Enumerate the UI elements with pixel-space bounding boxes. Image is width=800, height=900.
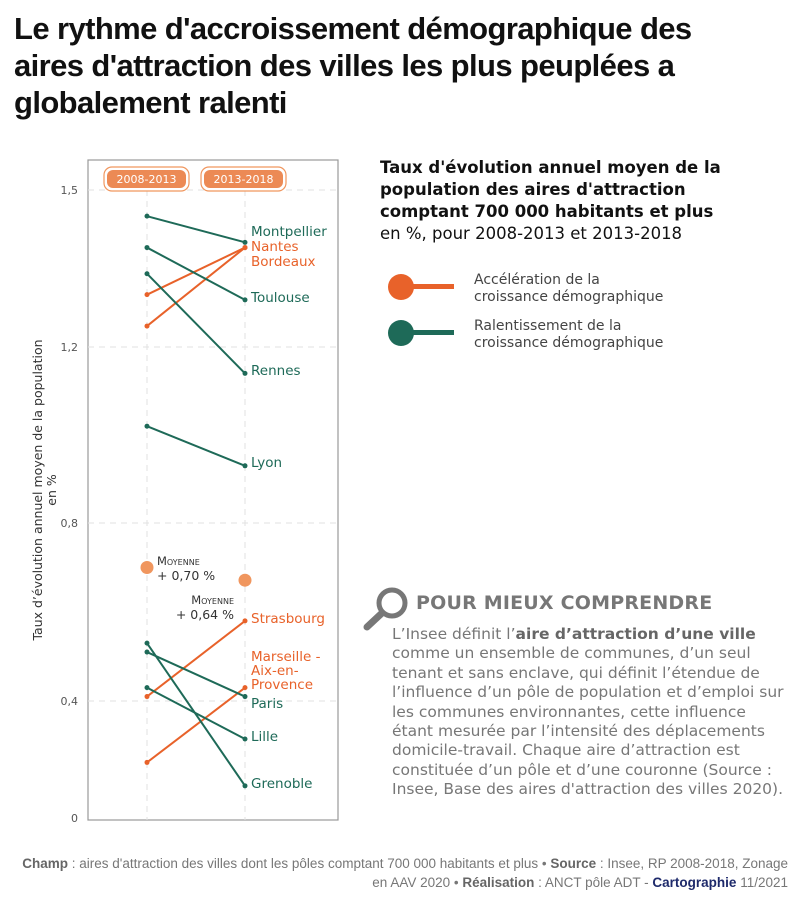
series-label: Nantes xyxy=(251,239,299,255)
page-title: Le rythme d'accroissement démographique … xyxy=(14,10,692,121)
y-axis-label-line: Taux d’évolution annuel moyen de la popu… xyxy=(30,339,45,641)
data-point xyxy=(144,694,150,700)
data-point xyxy=(242,463,248,469)
source-text: : Insee, RP 2008-2018, Zonage en AAV 202… xyxy=(372,856,788,890)
source-label: Source xyxy=(550,856,597,871)
series-line xyxy=(146,215,246,244)
text-bold: aire d’attraction d’une ville xyxy=(515,625,756,643)
title-line: globalement ralenti xyxy=(14,85,287,120)
average-label-value: + 0,70 % xyxy=(157,568,215,583)
series-line xyxy=(146,620,246,698)
legend-dot-swatch xyxy=(388,320,414,346)
data-point xyxy=(242,618,248,624)
data-point xyxy=(144,213,150,219)
data-point xyxy=(144,323,150,329)
series-label: Toulouse xyxy=(250,290,310,306)
champ-label: Champ xyxy=(22,856,68,871)
category-label: 2013-2018 xyxy=(214,173,274,186)
data-point xyxy=(144,423,150,429)
y-tick-label: 1,5 xyxy=(61,184,79,197)
series-line xyxy=(146,425,246,467)
series-label: Bordeaux xyxy=(251,254,316,270)
title-line: aires d'attraction des villes les plus p… xyxy=(14,48,675,83)
average-label-title: Moyenne xyxy=(191,593,234,607)
data-point xyxy=(242,685,248,691)
data-point xyxy=(242,239,248,245)
chart-title-main: Taux d'évolution annuel moyen de la popu… xyxy=(380,158,721,221)
legend-dot-swatch xyxy=(388,274,414,300)
series-label: Lyon xyxy=(251,455,282,471)
average-label-title: Moyenne xyxy=(157,554,200,568)
average-marker xyxy=(140,561,154,574)
series-label: Paris xyxy=(251,696,283,712)
y-tick-label: 0,8 xyxy=(61,517,79,530)
data-point xyxy=(242,783,248,789)
text: comme un ensemble de communes, d’un seul… xyxy=(392,644,784,799)
data-point xyxy=(242,245,248,251)
series-label: Aix-en- xyxy=(251,663,299,679)
info-box-text: L’Insee définit l’aire d’attraction d’un… xyxy=(392,625,787,800)
series-label: Rennes xyxy=(251,363,301,379)
title-line: Le rythme d'accroissement démographique … xyxy=(14,11,692,46)
data-point xyxy=(144,271,150,277)
data-point xyxy=(144,292,150,298)
series-line xyxy=(146,246,246,327)
chart-title: Taux d'évolution annuel moyen de la popu… xyxy=(380,157,780,245)
slope-chart: 0 0,4 0,8 1,2 1,5 Taux d’évolution annuel moy… xyxy=(30,159,339,825)
data-point xyxy=(242,694,248,700)
series-label: Grenoble xyxy=(251,776,312,792)
cartographie-label: Cartographie xyxy=(652,875,737,890)
series-line xyxy=(146,686,246,764)
data-point xyxy=(144,685,150,691)
series-label: Lille xyxy=(251,729,278,745)
magnifier-icon xyxy=(363,587,408,631)
legend-label: Accélération de la croissance démographi… xyxy=(474,272,664,305)
footer-credits: Champ : aires d'attraction des villes do… xyxy=(8,854,788,892)
legend-line-swatch xyxy=(402,284,454,289)
chart-subtitle: en %, pour 2008-2013 et 2013-2018 xyxy=(380,224,683,243)
data-point xyxy=(144,640,150,646)
plot-frame xyxy=(87,159,339,821)
y-tick-label: 1,2 xyxy=(61,341,79,354)
average-label-value: + 0,64 % xyxy=(176,607,234,622)
series-line xyxy=(146,273,246,375)
series-label: Marseille - xyxy=(251,649,321,665)
series-line xyxy=(146,246,246,296)
average-marker xyxy=(238,573,252,587)
data-point xyxy=(242,736,248,742)
data-point xyxy=(144,759,150,765)
legend-label: Ralentissement de la croissance démograp… xyxy=(474,318,664,351)
realisation-text: : ANCT pôle ADT - xyxy=(534,875,653,890)
data-point xyxy=(242,370,248,376)
data-point xyxy=(242,297,248,303)
y-axis-label: Taux d’évolution annuel moyen de la popu… xyxy=(30,339,59,641)
cartographie-date: 11/2021 xyxy=(736,875,788,890)
info-box-heading: POUR MIEUX COMPRENDRE xyxy=(416,592,713,614)
category-pill xyxy=(107,170,186,188)
text: L’Insee définit l’ xyxy=(392,625,516,643)
series-label: Provence xyxy=(251,677,313,693)
category-pill xyxy=(204,170,283,188)
y-axis-label-line: en % xyxy=(44,474,59,506)
data-point xyxy=(144,245,150,251)
y-tick-label: 0 xyxy=(71,812,78,825)
series-line xyxy=(146,651,246,698)
realisation-label: Réalisation xyxy=(462,875,535,890)
series-label: Montpellier xyxy=(251,224,327,240)
series-line xyxy=(146,642,246,787)
category-label: 2008-2013 xyxy=(117,173,177,186)
series-line xyxy=(146,246,246,301)
champ-text: : aires d'attraction des villes dont les… xyxy=(67,856,551,871)
data-point xyxy=(144,649,150,655)
series-label: Strasbourg xyxy=(251,611,325,627)
y-tick-label: 0,4 xyxy=(61,695,79,708)
legend-line-swatch xyxy=(402,330,454,335)
